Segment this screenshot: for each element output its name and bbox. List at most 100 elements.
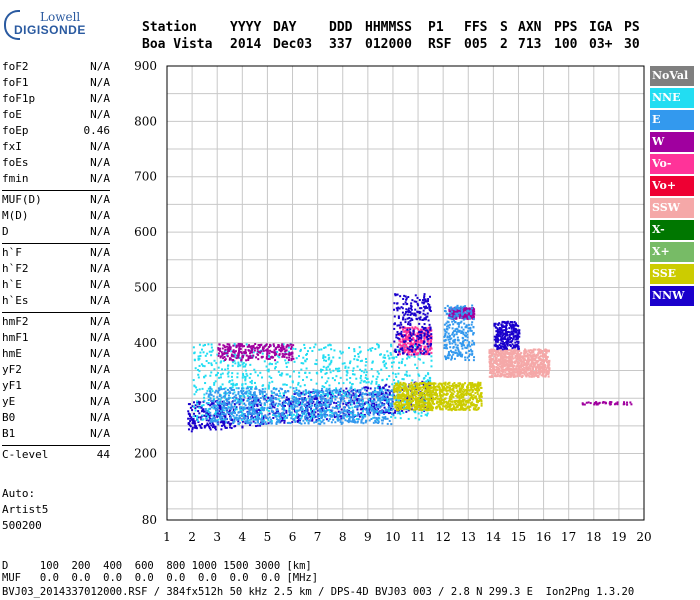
data-point [425, 330, 428, 333]
data-point [506, 366, 509, 369]
data-point [223, 350, 226, 353]
data-point [361, 403, 364, 406]
data-point [413, 350, 416, 353]
data-point [460, 392, 463, 395]
data-point [383, 354, 386, 357]
data-point [252, 420, 255, 423]
data-point [259, 371, 262, 374]
data-point [248, 397, 251, 400]
data-point [373, 402, 376, 405]
data-point [388, 375, 391, 378]
data-point [380, 388, 383, 391]
data-point [190, 418, 193, 421]
data-point [339, 396, 342, 399]
data-point [249, 356, 252, 359]
data-point [376, 413, 379, 416]
data-point [253, 411, 256, 414]
data-point [464, 382, 467, 385]
data-point [392, 393, 395, 396]
data-point [351, 373, 354, 376]
data-point [516, 372, 519, 375]
data-point [204, 382, 207, 385]
data-point [273, 413, 276, 416]
data-point [415, 390, 418, 393]
data-point [356, 359, 359, 362]
data-point [219, 394, 222, 397]
data-point [441, 385, 444, 388]
data-point [510, 358, 513, 361]
data-point [234, 405, 237, 408]
data-point [305, 358, 308, 361]
data-point [219, 404, 222, 407]
data-point [215, 410, 218, 413]
data-point [271, 399, 274, 402]
data-point [197, 373, 200, 376]
data-point [254, 399, 257, 402]
data-point [426, 407, 429, 410]
data-point [353, 358, 356, 361]
data-point [405, 373, 408, 376]
data-point [408, 388, 411, 391]
data-point [526, 364, 529, 367]
data-point [404, 394, 407, 397]
data-point [257, 415, 260, 418]
data-point [395, 389, 398, 392]
data-point [488, 355, 491, 358]
data-point [285, 416, 288, 419]
data-point [280, 419, 283, 422]
data-point [239, 409, 242, 412]
data-point [238, 349, 241, 352]
data-point [409, 384, 412, 387]
param-name: D [2, 225, 9, 238]
data-point [519, 368, 522, 371]
data-point [269, 349, 272, 352]
data-point [235, 344, 238, 347]
data-point [245, 372, 248, 375]
data-point [203, 425, 206, 428]
data-point [490, 374, 493, 377]
data-point [510, 364, 513, 367]
data-point [234, 353, 237, 356]
param-row: foF1 N/A [2, 76, 110, 92]
data-point [219, 400, 222, 403]
data-point [432, 393, 435, 396]
data-point [210, 343, 213, 346]
data-point [516, 375, 519, 378]
data-point [355, 377, 358, 380]
data-point [344, 419, 347, 422]
data-point [313, 413, 316, 416]
data-point [253, 405, 256, 408]
data-point [441, 391, 444, 394]
data-point [233, 403, 236, 406]
data-point [203, 376, 206, 379]
data-point [209, 419, 212, 422]
data-point [347, 389, 350, 392]
data-point [416, 348, 419, 351]
data-point [229, 347, 232, 350]
data-point [419, 353, 422, 356]
data-point [398, 361, 401, 364]
data-point [221, 383, 224, 386]
data-point [400, 360, 403, 363]
data-point [523, 357, 526, 360]
data-point [313, 421, 316, 424]
param-row: fmin N/A [2, 172, 110, 188]
data-point [379, 401, 382, 404]
data-point [270, 397, 273, 400]
data-point [370, 393, 373, 396]
data-point [283, 353, 286, 356]
data-point [339, 387, 342, 390]
data-point [411, 384, 414, 387]
data-point [233, 391, 236, 394]
data-point [330, 395, 333, 398]
data-point [290, 347, 293, 350]
data-point [229, 346, 232, 349]
data-point [449, 405, 452, 408]
data-point [376, 343, 379, 346]
data-point [275, 408, 278, 411]
data-point [227, 371, 230, 374]
data-point [530, 371, 533, 374]
data-point [206, 422, 209, 425]
data-point [234, 417, 237, 420]
data-point [268, 346, 271, 349]
